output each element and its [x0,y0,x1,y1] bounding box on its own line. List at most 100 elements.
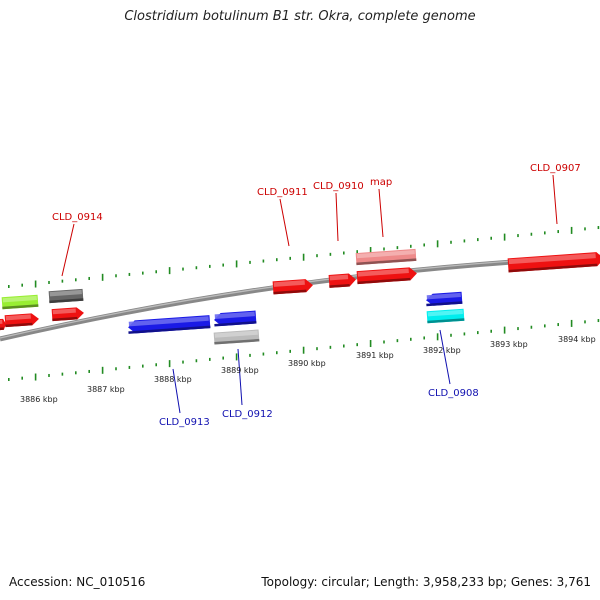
kbp-label: 3890 kbp [288,359,326,368]
gene-label: CLD_0912 [222,409,273,420]
tick-mark [490,236,492,240]
tick-mark [168,267,171,275]
tick-mark [75,371,77,375]
tick-mark [8,285,10,288]
tick-mark [450,240,452,244]
tick-mark [503,233,506,241]
leader-line [237,348,243,406]
tick-mark [128,365,131,369]
gene-feature [1,294,39,310]
tick-mark [557,323,559,327]
tick-mark [249,260,251,264]
tick-mark [195,359,198,363]
tick-mark [155,363,157,367]
gene-feature [213,329,260,345]
tick-mark [463,332,466,336]
kbp-label: 3893 kbp [490,340,528,349]
gene-feature [355,248,417,266]
tick-mark [262,352,265,356]
tick-mark [262,259,265,263]
tick-mark [209,357,211,361]
tick-mark [436,333,439,341]
tick-mark [383,247,385,251]
gene-label: CLD_0910 [313,181,364,192]
tick-mark [557,230,559,234]
kbp-label: 3888 kbp [154,375,192,384]
gene-feature [272,279,313,295]
tick-mark [142,271,144,275]
tick-mark [302,253,305,261]
kbp-label: 3891 kbp [356,351,394,360]
tick-mark [88,276,90,280]
kbp-label: 3887 kbp [87,385,125,394]
tick-mark [289,349,291,353]
tick-mark [329,252,332,256]
kbp-label: 3894 kbp [558,335,596,344]
tick-mark [48,280,50,284]
tick-mark [423,243,425,247]
tick-mark [195,266,198,270]
tick-mark [142,364,144,368]
genome-summary: Topology: circular; Length: 3,958,233 bp… [261,575,591,589]
gene-feature [507,252,600,273]
gene-feature [48,288,84,304]
tick-mark [61,372,64,376]
kbp-label: 3886 kbp [20,395,58,404]
accession-text: Accession: NC_010516 [9,575,146,589]
label-leaders [61,174,558,414]
gene-label: CLD_0907 [530,163,581,174]
tick-mark [369,340,372,348]
tick-mark [584,227,586,231]
tick-mark [544,231,546,235]
gene-label: CLD_0911 [257,187,308,198]
tick-mark [8,378,10,381]
tick-mark [423,336,425,340]
kbp-labels: 3886 kbp 3887 kbp 3888 kbp 3889 kbp 3890 kbp… [20,335,596,404]
tick-mark [155,270,157,274]
tick-mark [276,351,278,355]
tick-mark [302,346,305,354]
tick-mark [235,260,238,268]
tick-mark [168,360,171,368]
tick-mark [530,232,533,236]
tick-mark [503,326,506,334]
gene-label: CLD_0913 [159,417,210,428]
gene-feature [214,310,257,327]
tick-mark [182,267,184,271]
tick-mark [383,340,385,344]
gene-label: CLD_0914 [52,212,103,223]
map-title: Clostridium botulinum B1 str. Okra, comp… [124,9,476,24]
gene-features [0,248,600,345]
tick-mark [209,264,211,268]
leader-line [279,198,290,247]
tick-mark [276,258,278,262]
tick-mark [249,353,251,357]
gene-feature [356,267,417,285]
tick-mark [584,320,586,324]
tick-mark [436,240,439,248]
tick-mark [48,373,50,377]
tick-mark [101,366,104,374]
tick-mark [517,327,519,331]
kbp-label: 3889 kbp [221,366,259,375]
gene-feature [0,318,6,331]
tick-mark [369,247,372,255]
tick-mark [356,343,358,347]
tick-mark [182,360,184,364]
gene-feature [4,313,39,328]
tick-mark [490,329,492,333]
tick-mark [316,347,318,351]
tick-mark [410,244,412,248]
tick-mark [477,238,479,242]
tick-mark [75,278,77,282]
leader-line [172,368,181,414]
tick-mark [530,325,533,329]
tick-mark [356,250,358,254]
leader-line [335,192,339,242]
tick-mark [329,345,332,349]
tick-mark [597,226,600,230]
tick-mark [21,376,23,380]
tick-mark [128,272,131,276]
leader-line [552,174,558,225]
